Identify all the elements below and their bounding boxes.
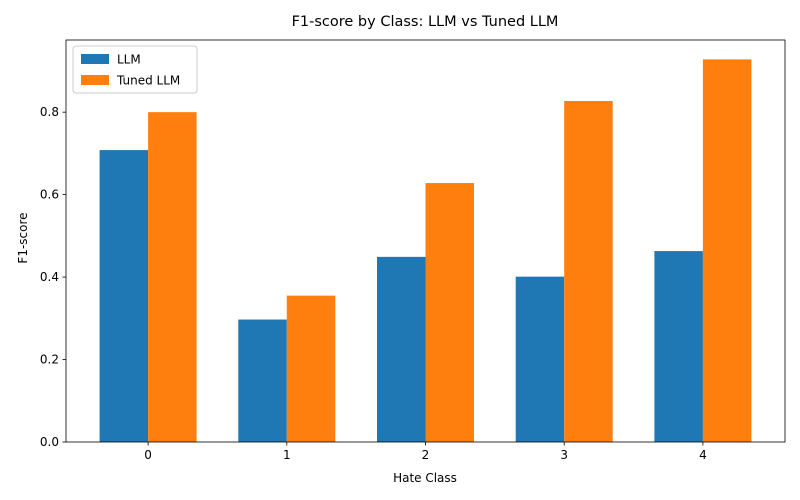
x-tick-label: 0: [144, 448, 152, 462]
bar-tuned-llm-class-3: [564, 101, 613, 443]
legend-swatch: [81, 75, 109, 85]
chart-title: F1-score by Class: LLM vs Tuned LLM: [292, 14, 559, 30]
y-tick-label: 0.0: [40, 435, 59, 449]
y-tick-label: 0.4: [40, 270, 59, 284]
bar-tuned-llm-class-0: [148, 112, 197, 443]
bar-llm-class-1: [238, 319, 287, 442]
x-tick-label: 1: [283, 448, 291, 462]
x-tick-label: 3: [560, 448, 568, 462]
bar-tuned-llm-class-1: [286, 295, 336, 442]
y-tick-label: 0.8: [40, 105, 59, 119]
plot-area: 0.0 0.2 0.4 0.6 0.8 0 1 2 3 4: [40, 39, 786, 462]
x-tick-label: 4: [699, 448, 707, 462]
legend-label: LLM: [117, 53, 141, 67]
bar-llm-class-4: [654, 251, 703, 442]
legend-swatch: [81, 54, 109, 64]
bar-llm-class-0: [99, 150, 149, 442]
legend-label: Tuned LLM: [116, 74, 180, 88]
x-axis-label: Hate Class: [393, 471, 457, 485]
legend: LLM Tuned LLM: [72, 45, 198, 94]
y-axis-label: F1-score: [16, 212, 30, 263]
bar-llm-class-3: [515, 276, 565, 442]
x-tick-label: 2: [422, 448, 430, 462]
y-tick-label: 0.2: [40, 353, 59, 367]
bar-llm-class-2: [377, 256, 426, 442]
y-tick-label: 0.6: [40, 188, 59, 202]
bar-tuned-llm-class-2: [425, 183, 474, 442]
bar-tuned-llm-class-4: [702, 59, 752, 442]
